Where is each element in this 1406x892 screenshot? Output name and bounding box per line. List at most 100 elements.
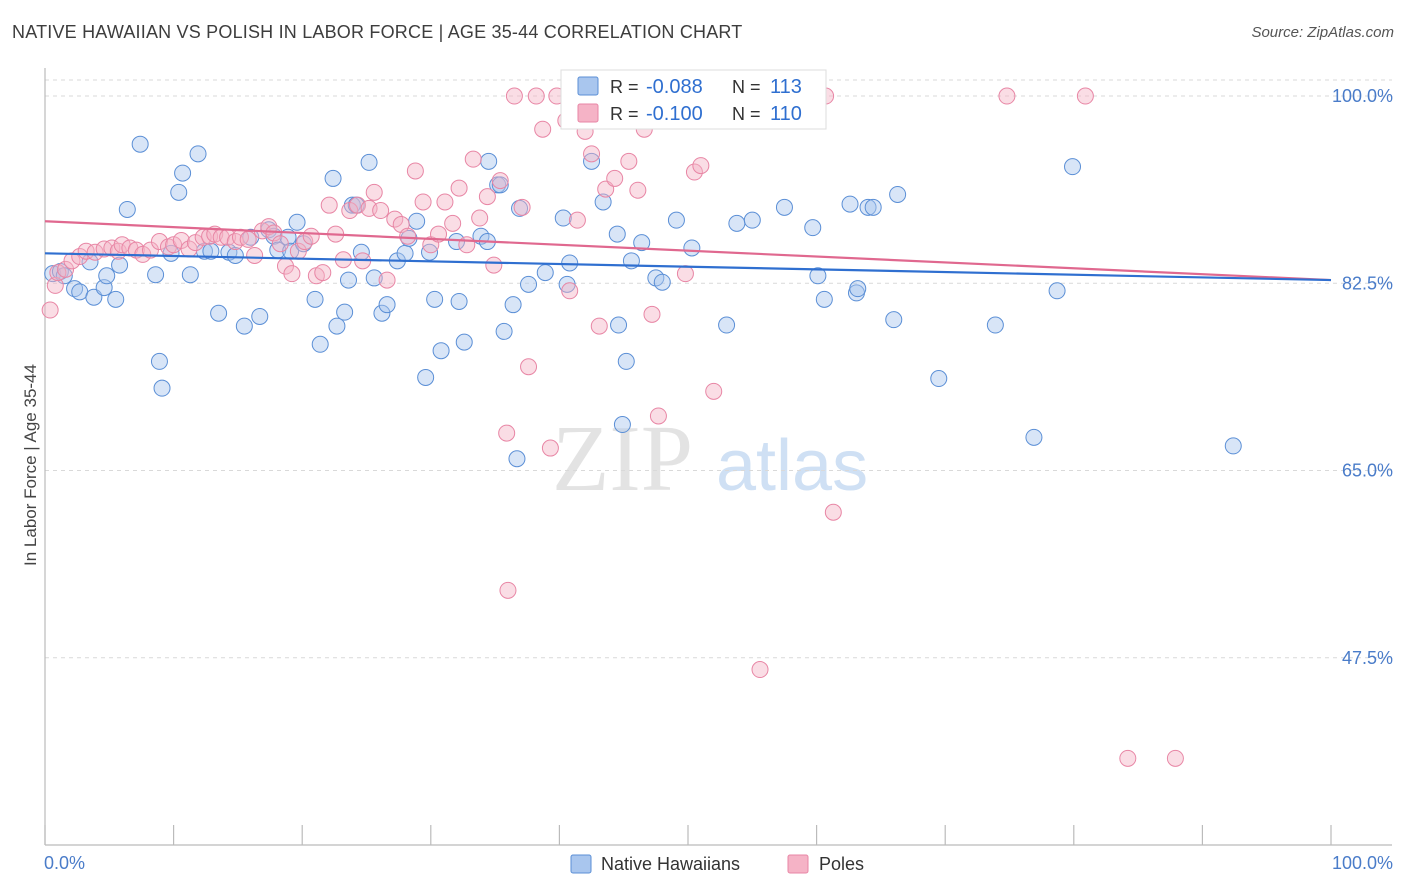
point-poles xyxy=(541,439,559,457)
point-native-hawaiians xyxy=(1025,428,1043,446)
point-native-hawaiians xyxy=(288,213,306,231)
point-poles xyxy=(399,227,417,245)
legend-swatch-poles xyxy=(787,854,809,874)
point-poles xyxy=(685,163,703,181)
point-native-hawaiians xyxy=(153,379,171,397)
point-native-hawaiians xyxy=(1048,282,1066,300)
point-poles xyxy=(378,271,396,289)
point-native-hawaiians xyxy=(1064,158,1082,176)
point-poles xyxy=(527,87,545,105)
point-native-hawaiians xyxy=(147,266,165,284)
point-native-hawaiians xyxy=(554,209,572,227)
point-poles xyxy=(414,193,432,211)
y-tick-labels: 47.5% 65.0% 82.5% 100.0% xyxy=(1332,86,1393,668)
point-poles xyxy=(239,230,257,248)
point-poles xyxy=(320,196,338,214)
point-native-hawaiians xyxy=(396,244,414,262)
point-native-hawaiians xyxy=(520,275,538,293)
point-native-hawaiians xyxy=(111,256,129,274)
point-poles xyxy=(41,301,59,319)
watermark-atlas: atlas xyxy=(716,426,868,506)
point-native-hawaiians xyxy=(210,304,228,322)
gridlines xyxy=(45,79,1392,659)
point-native-hawaiians xyxy=(610,316,628,334)
stats-r-label-pink: R = xyxy=(610,104,639,124)
point-native-hawaiians xyxy=(743,211,761,229)
point-native-hawaiians xyxy=(617,352,635,370)
point-native-hawaiians xyxy=(718,316,736,334)
stats-legend-box xyxy=(560,69,827,130)
point-native-hawaiians xyxy=(360,153,378,171)
point-poles xyxy=(314,264,332,282)
point-poles xyxy=(568,211,586,229)
point-native-hawaiians xyxy=(71,283,89,301)
point-native-hawaiians xyxy=(491,176,509,194)
point-poles xyxy=(464,150,482,168)
stats-n-value-pink: 110 xyxy=(770,103,802,125)
point-native-hawaiians xyxy=(336,303,354,321)
point-native-hawaiians xyxy=(235,317,253,335)
stats-r-value-pink: -0.100 xyxy=(646,103,703,125)
point-native-hawaiians xyxy=(174,164,192,182)
point-native-hawaiians xyxy=(339,271,357,289)
point-native-hawaiians xyxy=(107,290,125,308)
point-native-hawaiians xyxy=(775,198,793,216)
stats-r-label-blue: R = xyxy=(610,77,639,97)
point-poles xyxy=(513,198,531,216)
axes xyxy=(44,68,1392,846)
point-poles xyxy=(583,145,601,163)
point-poles xyxy=(676,265,694,283)
point-native-hawaiians xyxy=(328,317,346,335)
source-credit: Source: ZipAtlas.com xyxy=(1251,24,1394,41)
point-native-hawaiians xyxy=(633,234,651,252)
point-native-hawaiians xyxy=(98,267,116,285)
point-poles xyxy=(46,276,64,294)
point-poles xyxy=(1076,87,1094,105)
point-poles xyxy=(520,358,538,376)
y-tick-label: 82.5% xyxy=(1342,273,1393,293)
point-native-hawaiians xyxy=(804,219,822,237)
point-native-hawaiians xyxy=(373,304,391,322)
watermark: ZIP atlas xyxy=(552,407,868,511)
point-poles xyxy=(246,246,264,264)
point-native-hawaiians xyxy=(986,316,1004,334)
point-native-hawaiians xyxy=(728,214,746,232)
point-poles xyxy=(692,157,710,175)
point-native-hawaiians xyxy=(667,211,685,229)
point-poles xyxy=(620,152,638,170)
point-native-hawaiians xyxy=(66,280,84,298)
point-poles xyxy=(302,227,320,245)
point-native-hawaiians xyxy=(504,296,522,314)
legend-label-poles: Poles xyxy=(819,854,864,874)
point-poles xyxy=(705,382,723,400)
point-poles xyxy=(534,120,552,138)
point-native-hawaiians xyxy=(432,342,450,360)
point-poles xyxy=(458,236,476,254)
point-native-hawaiians xyxy=(683,239,701,257)
point-native-hawaiians xyxy=(306,290,324,308)
point-poles xyxy=(751,661,769,679)
bottom-legend: Native Hawaiians Poles xyxy=(570,854,864,874)
stats-n-label-pink: N = xyxy=(732,104,761,124)
point-native-hawaiians xyxy=(480,152,498,170)
point-poles xyxy=(643,305,661,323)
point-poles xyxy=(450,179,468,197)
point-poles xyxy=(86,243,104,261)
point-poles xyxy=(998,87,1016,105)
point-poles xyxy=(365,183,383,201)
point-native-hawaiians xyxy=(324,169,342,187)
point-poles xyxy=(561,282,579,300)
point-native-hawaiians xyxy=(809,267,827,285)
point-poles xyxy=(57,260,75,278)
point-native-hawaiians xyxy=(181,266,199,284)
point-native-hawaiians xyxy=(378,296,396,314)
point-native-hawaiians xyxy=(251,307,269,325)
point-native-hawaiians xyxy=(426,290,444,308)
point-native-hawaiians xyxy=(365,269,383,287)
point-native-hawaiians xyxy=(859,198,877,216)
point-poles xyxy=(606,169,624,187)
point-native-hawaiians xyxy=(841,195,859,213)
point-poles xyxy=(1166,749,1184,767)
point-native-hawaiians xyxy=(450,292,468,310)
point-native-hawaiians xyxy=(889,185,907,203)
